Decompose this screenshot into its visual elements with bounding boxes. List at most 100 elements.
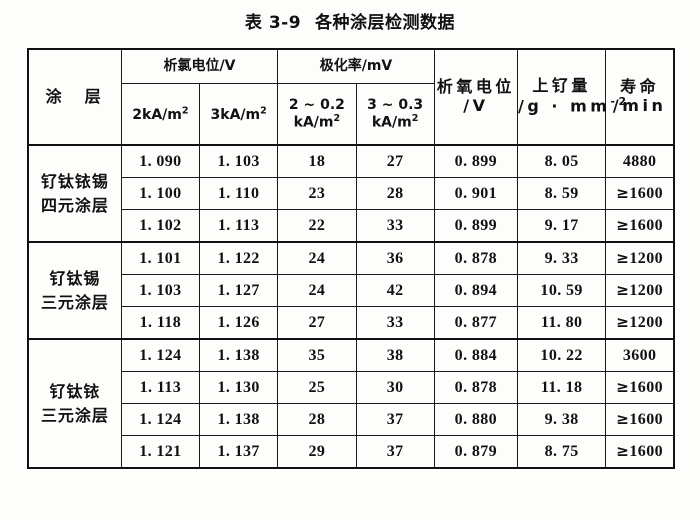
cell-chlorine-3ka: 1. 126	[199, 306, 279, 340]
cell-ruthenium-loading: 8. 59	[516, 177, 607, 210]
header-coating: 涂 层	[27, 48, 122, 146]
table-row: 1. 124 1. 138 28 37 0. 880 9. 38 ≥1600	[28, 403, 675, 436]
header-oxygen-potential-line1: 析氧电位	[436, 77, 515, 97]
cell-chlorine-3ka: 1. 137	[199, 435, 279, 469]
cell-lifetime: ≥1600	[605, 177, 675, 210]
header-polar-2to02-unit: kA/m	[293, 114, 334, 131]
cell-oxygen-potential: 0. 894	[433, 274, 519, 307]
coating-group-label-line1: 钌钛铱	[49, 382, 101, 402]
cell-oxygen-potential: 0. 880	[433, 403, 519, 436]
greater-equal-icon: ≥	[616, 216, 630, 234]
coating-group-label-line2: 四元涂层	[40, 195, 109, 215]
header-ruthenium-exponent: -2	[610, 95, 630, 109]
table-row: 1. 102 1. 113 22 33 0. 899 9. 17 ≥1600	[28, 209, 675, 243]
header-lifetime-line1: 寿命	[620, 77, 660, 97]
cell-polar-3to03: 33	[355, 306, 435, 340]
cell-chlorine-2ka: 1. 121	[120, 435, 201, 469]
coating-test-data-table: 涂 层 析氯电位/V 极化率/mV 析氧电位 /V 上钌量 /g · mm-2 …	[27, 48, 675, 469]
header-chlorine-potential: 析氯电位/V	[120, 48, 279, 84]
cell-polar-2to02: 29	[277, 435, 357, 469]
cell-oxygen-potential: 0. 877	[433, 306, 519, 340]
cell-chlorine-2ka: 1. 124	[120, 403, 201, 436]
header-row-sub: 2kA/m2 3kA/m2 2 ~ 0.2 kA/m2 3 ~ 0.3 kA/m…	[28, 83, 674, 146]
header-chlorine-3ka-exponent: 2	[260, 104, 267, 116]
cell-lifetime: ≥1600	[605, 435, 675, 469]
cell-ruthenium-loading: 8. 05	[516, 144, 607, 178]
header-polar-2to02-exponent: 2	[333, 113, 341, 125]
table-number: 表 3-9	[244, 13, 302, 33]
cell-lifetime: ≥1200	[605, 241, 675, 275]
cell-lifetime: ≥1200	[605, 274, 675, 307]
cell-lifetime: ≥1600	[605, 403, 675, 436]
cell-polar-3to03: 27	[355, 144, 435, 178]
cell-oxygen-potential: 0. 899	[433, 209, 519, 243]
cell-oxygen-potential: 0. 878	[433, 371, 519, 404]
cell-chlorine-3ka: 1. 110	[199, 177, 279, 210]
page-title: 表 3-9 各种涂层检测数据	[0, 8, 700, 33]
cell-chlorine-3ka: 1. 122	[199, 241, 279, 275]
cell-oxygen-potential: 0. 899	[433, 144, 519, 178]
coating-group-label: 钌钛铱锡 四元涂层	[27, 144, 122, 243]
table-row: 1. 113 1. 130 25 30 0. 878 11. 18 ≥1600	[28, 371, 675, 404]
header-polarization-rate: 极化率/mV	[277, 48, 435, 84]
cell-polar-3to03: 42	[355, 274, 435, 307]
coating-group-label-line1: 钌钛铱锡	[40, 172, 109, 192]
cell-chlorine-3ka: 1. 127	[199, 274, 279, 307]
coating-group-label: 钌钛铱 三元涂层	[27, 338, 122, 469]
header-polar-2to02-line1: 2 ~ 0.2	[288, 96, 345, 113]
cell-chlorine-2ka: 1. 118	[120, 306, 201, 340]
coating-group-label-line1: 钌钛锡	[49, 269, 101, 289]
header-chlorine-2ka-text: 2kA/m	[132, 106, 182, 123]
table-row: 1. 100 1. 110 23 28 0. 901 8. 59 ≥1600	[28, 177, 675, 210]
cell-polar-3to03: 28	[355, 177, 435, 210]
greater-equal-icon: ≥	[616, 313, 630, 331]
cell-polar-2to02: 25	[277, 371, 357, 404]
cell-polar-2to02: 24	[277, 274, 357, 307]
table-title-text: 各种涂层检测数据	[315, 13, 456, 33]
header-ruthenium-loading: 上钌量 /g · mm-2	[516, 48, 626, 146]
cell-polar-2to02: 18	[277, 144, 357, 178]
cell-ruthenium-loading: 11. 18	[516, 371, 607, 404]
header-polar-3to03: 3 ~ 0.3 kA/m2	[355, 83, 435, 146]
header-polar-3to03-line2: kA/m2	[357, 113, 434, 131]
table-row: 钌钛铱 三元涂层 1. 124 1. 138 35 38 0. 884 10. 22 3600	[27, 338, 675, 469]
cell-chlorine-2ka: 1. 102	[120, 209, 201, 243]
cell-chlorine-3ka: 1. 138	[199, 403, 279, 436]
header-chlorine-2ka: 2kA/m2	[120, 83, 201, 146]
table-body: 钌钛铱锡 四元涂层 1. 090 1. 103 18 27 0. 899 8. 05 4880 1…	[27, 144, 675, 469]
header-row-top: 涂 层 析氯电位/V 极化率/mV 析氧电位 /V 上钌量 /g · mm-2 …	[27, 48, 675, 146]
header-polar-3to03-unit: kA/m	[371, 114, 412, 131]
cell-polar-3to03: 38	[355, 338, 435, 372]
coating-group-label: 钌钛锡 三元涂层	[27, 241, 122, 340]
cell-oxygen-potential: 0. 901	[433, 177, 519, 210]
coating-group-label-line2: 三元涂层	[40, 292, 109, 312]
header-polar-2to02-line2: kA/m2	[278, 113, 355, 131]
header-oxygen-potential-line2: /V	[463, 96, 489, 115]
table-header: 涂 层 析氯电位/V 极化率/mV 析氧电位 /V 上钌量 /g · mm-2 …	[27, 48, 675, 146]
cell-ruthenium-loading: 10. 59	[516, 274, 607, 307]
cell-ruthenium-loading: 9. 17	[516, 209, 607, 243]
header-ruthenium-loading-line2: /g · mm-2	[518, 95, 626, 116]
cell-ruthenium-loading: 9. 38	[516, 403, 607, 436]
cell-polar-3to03: 30	[355, 371, 435, 404]
cell-oxygen-potential: 0. 878	[433, 241, 519, 275]
header-polar-3to03-exponent: 2	[411, 113, 419, 125]
cell-chlorine-3ka: 1. 138	[199, 338, 279, 372]
header-polar-2to02: 2 ~ 0.2 kA/m2	[277, 83, 357, 146]
table-row: 1. 121 1. 137 29 37 0. 879 8. 75 ≥1600	[28, 435, 675, 469]
table-row: 1. 118 1. 126 27 33 0. 877 11. 80 ≥1200	[28, 306, 675, 340]
greater-equal-icon: ≥	[616, 410, 630, 428]
header-chlorine-3ka-text: 3kA/m	[210, 106, 261, 123]
cell-chlorine-2ka: 1. 090	[120, 144, 201, 178]
cell-chlorine-2ka: 1. 100	[120, 177, 201, 210]
cell-lifetime: ≥1600	[605, 209, 675, 243]
cell-chlorine-2ka: 1. 113	[120, 371, 201, 404]
cell-polar-2to02: 28	[277, 403, 357, 436]
greater-equal-icon: ≥	[616, 184, 630, 202]
cell-polar-2to02: 35	[277, 338, 357, 372]
header-lifetime: 寿命 /min	[605, 48, 675, 146]
cell-polar-2to02: 24	[277, 241, 357, 275]
coating-group-label-line2: 三元涂层	[40, 405, 109, 425]
cell-polar-2to02: 27	[277, 306, 357, 340]
